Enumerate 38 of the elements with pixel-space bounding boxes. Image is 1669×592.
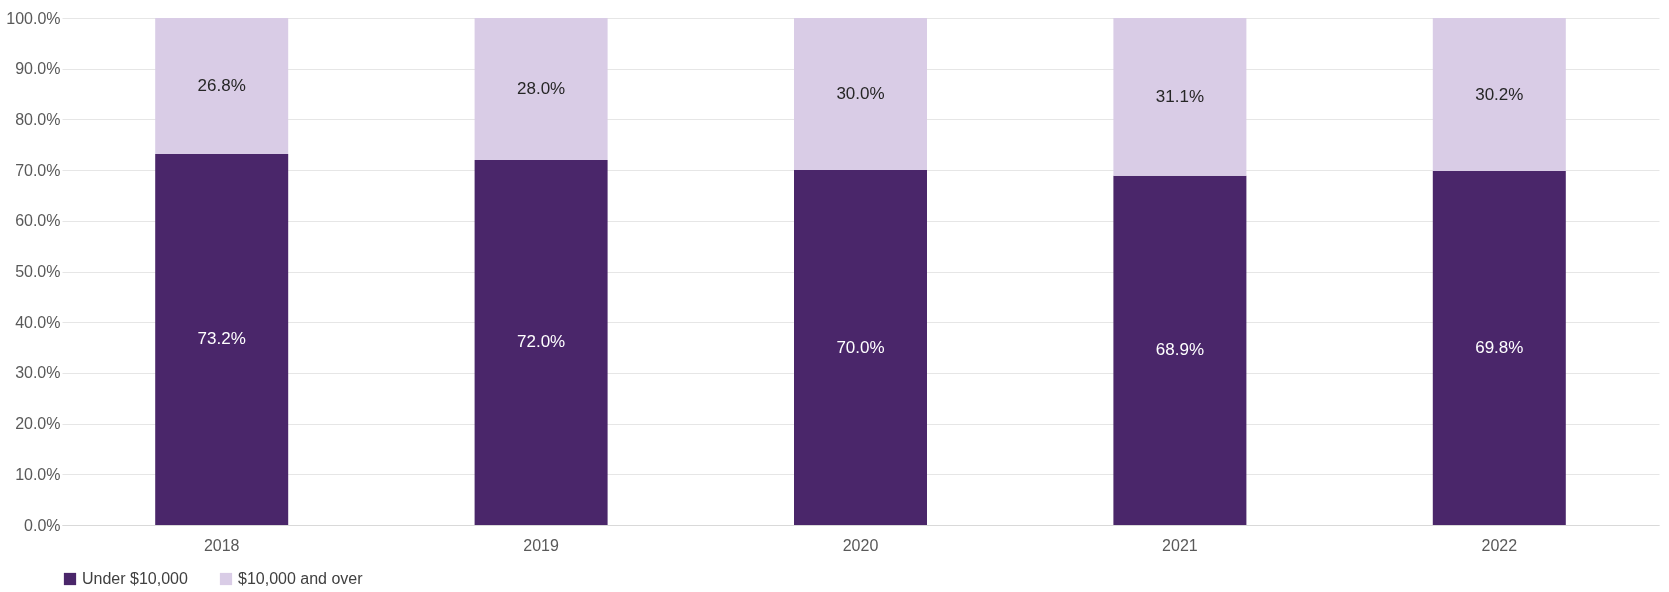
bar: [155, 153, 289, 525]
bar: [1113, 18, 1247, 176]
bar: [1432, 18, 1566, 172]
data-label: 70.0%: [836, 337, 885, 357]
x-tick-label: 2018: [203, 536, 240, 554]
data-label: 73.2%: [197, 329, 246, 349]
bar: [474, 159, 608, 525]
data-label: 69.8%: [1475, 338, 1524, 358]
y-tick-label: 80.0%: [15, 110, 61, 128]
x-tick-label: 2019: [523, 536, 559, 554]
x-tick-label: 2022: [1481, 536, 1518, 554]
data-label: 68.9%: [1155, 340, 1204, 360]
data-label: 31.1%: [1155, 86, 1204, 106]
bar: [794, 170, 927, 525]
y-tick-label: 20.0%: [15, 415, 61, 433]
y-tick-label: 0.0%: [24, 516, 61, 534]
bar: [1432, 171, 1566, 525]
data-label: 30.0%: [836, 84, 885, 104]
y-tick-label: 10.0%: [15, 465, 61, 483]
data-label: 26.8%: [197, 75, 246, 95]
data-label: 28.0%: [517, 78, 566, 98]
bar: [474, 18, 608, 160]
y-tick-label: 40.0%: [15, 313, 61, 331]
bar: [794, 18, 927, 171]
bar: [1113, 175, 1247, 525]
y-tick-label: 50.0%: [15, 263, 61, 280]
x-tick-label: 2020: [842, 536, 879, 554]
y-tick-label: 90.0%: [15, 60, 61, 78]
bar: [155, 18, 289, 154]
data-label: 72.0%: [517, 332, 566, 352]
y-tick-label: 100.0%: [6, 9, 61, 27]
y-tick-label: 70.0%: [15, 161, 61, 179]
y-tick-label: 30.0%: [15, 364, 61, 382]
y-tick-label: 60.0%: [15, 212, 61, 230]
data-label: 30.2%: [1475, 84, 1524, 104]
x-tick-label: 2021: [1162, 536, 1198, 554]
legend-label: Under $10,000: [82, 570, 188, 587]
legend-label: $10,000 and over: [238, 570, 364, 587]
